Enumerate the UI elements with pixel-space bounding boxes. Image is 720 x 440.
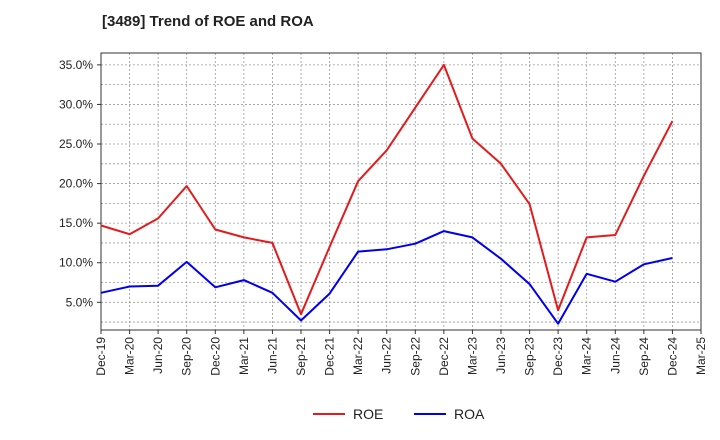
x-tick-label: Jun-24 <box>608 337 622 374</box>
x-tick-label: Jun-20 <box>151 337 165 374</box>
plot-border <box>100 52 702 331</box>
x-tick-label: Mar-22 <box>351 337 365 375</box>
x-tick-label: Mar-25 <box>694 337 708 375</box>
y-tick-label: 5.0% <box>66 295 94 309</box>
x-tick-label: Sep-21 <box>294 337 308 376</box>
y-tick-label: 35.0% <box>59 58 93 72</box>
x-tick-label: Sep-22 <box>408 337 422 376</box>
y-tick-label: 20.0% <box>59 177 93 191</box>
axis-layer: 5.0% 10.0% 15.0% 20.0% 25.0% 30.0% 35.0% Dec-19… <box>59 52 708 376</box>
y-tick-label: 30.0% <box>59 97 93 111</box>
x-tick-label: Dec-24 <box>665 337 679 376</box>
series-layer <box>100 63 674 325</box>
chart-title: [3489] Trend of ROE and ROA <box>102 13 314 30</box>
y-tick-label: 25.0% <box>59 137 93 151</box>
x-tick-label: Jun-21 <box>265 337 279 374</box>
y-tick-label: 10.0% <box>59 256 93 270</box>
x-tick-label: Sep-24 <box>637 337 651 376</box>
x-tick-label: Jun-22 <box>380 337 394 374</box>
x-tick-label: Dec-20 <box>208 337 222 376</box>
x-tick-label: Sep-20 <box>180 337 194 376</box>
x-tick-label: Mar-24 <box>580 337 594 375</box>
legend-label-roe: ROE <box>353 406 383 422</box>
x-tick-label: Dec-23 <box>551 337 565 376</box>
legend-label-roa: ROA <box>454 406 485 422</box>
x-tick-label: Mar-21 <box>237 337 251 375</box>
legend-layer: ROE ROA <box>313 406 485 422</box>
x-tick-label: Mar-20 <box>123 337 137 375</box>
x-tick-label: Dec-19 <box>94 337 108 376</box>
x-tick-label: Mar-23 <box>465 337 479 375</box>
x-tick-label: Dec-22 <box>437 337 451 376</box>
series-line-roa <box>100 230 673 325</box>
y-tick-label: 15.0% <box>59 216 93 230</box>
x-tick-label: Dec-21 <box>323 337 337 376</box>
x-tick-label: Sep-23 <box>523 337 537 376</box>
x-tick-label: Jun-23 <box>494 337 508 374</box>
series-line-roe <box>100 63 674 316</box>
grid-layer <box>100 53 702 330</box>
